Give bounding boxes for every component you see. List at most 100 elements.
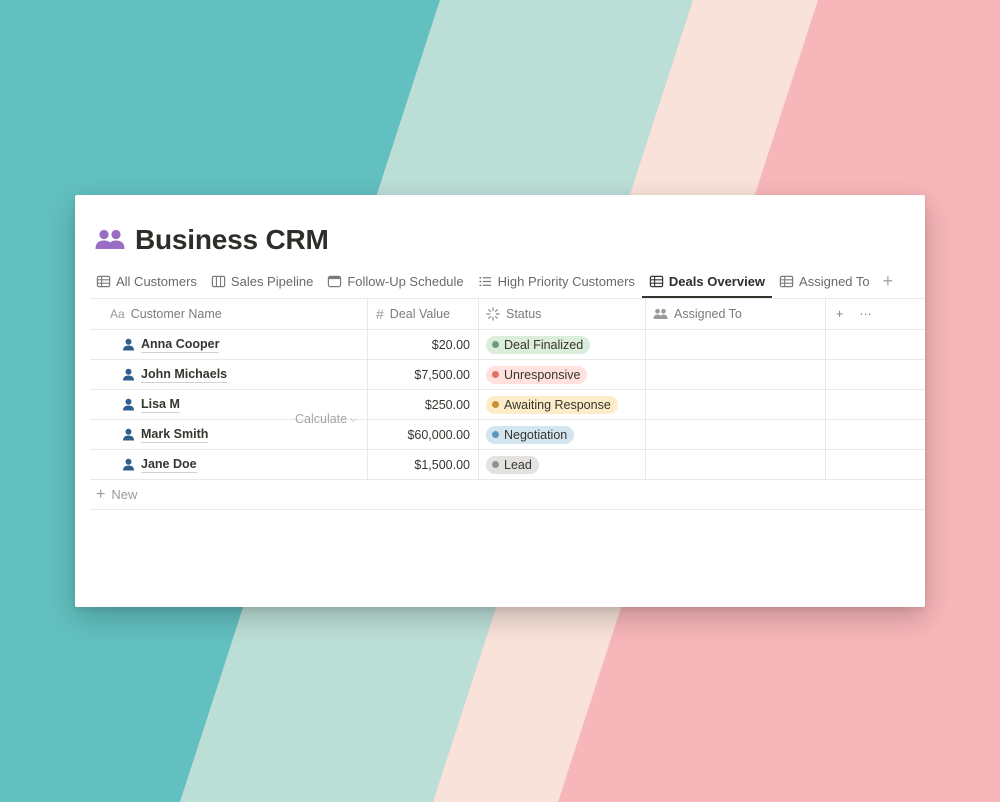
- status-dot: [492, 371, 499, 378]
- status-label: Negotiation: [504, 427, 568, 442]
- customer-name[interactable]: Mark Smith: [141, 426, 209, 443]
- list-icon: [479, 276, 491, 286]
- page-title: Business CRM: [135, 224, 329, 255]
- tab-label: Deals Overview: [668, 273, 766, 289]
- table-header-row: Aa Customer Name # Deal Value Status Ass…: [90, 298, 925, 330]
- column-label: Status: [506, 307, 542, 321]
- tab-label: All Customers: [116, 273, 197, 289]
- deal-value: $20.00: [431, 337, 470, 352]
- tab-label: Sales Pipeline: [230, 273, 314, 289]
- board-icon: [211, 275, 226, 287]
- assigned-to-cell[interactable]: [645, 360, 825, 389]
- calendar-icon: [328, 275, 342, 287]
- view-tabs: All Customers Sales Pipeline Follow-Up S…: [89, 265, 899, 298]
- column-header-customer-name[interactable]: Aa Customer Name: [90, 299, 367, 329]
- header-actions: + ···: [825, 299, 925, 329]
- column-label: Assigned To: [674, 307, 742, 321]
- add-view-button[interactable]: +: [882, 270, 894, 291]
- column-header-status[interactable]: Status: [478, 299, 645, 329]
- new-row-button[interactable]: + New: [90, 480, 925, 510]
- assigned-to-cell[interactable]: [645, 330, 825, 359]
- status-badge: Awaiting Response: [486, 395, 618, 414]
- tab-label: High Priority Customers: [497, 273, 635, 289]
- deals-table: Aa Customer Name # Deal Value Status Ass…: [90, 298, 925, 510]
- tab-label: Follow-Up Schedule: [347, 273, 464, 289]
- person-icon: [123, 368, 134, 381]
- status-label: Deal Finalized: [504, 337, 584, 352]
- tab-all-customers[interactable]: All Customers: [89, 265, 204, 297]
- calculate-label: Calculate: [295, 412, 348, 426]
- customer-name-cell[interactable]: Jane Doe: [90, 450, 367, 479]
- tab-sales-pipeline[interactable]: Sales Pipeline: [204, 265, 320, 297]
- crm-window: Business CRM All Customers Sales Pipelin…: [75, 195, 925, 607]
- add-property-button[interactable]: +: [836, 307, 844, 321]
- calculate-button[interactable]: Calculate ⌵: [295, 412, 357, 426]
- chevron-down-icon: ⌵: [350, 413, 357, 424]
- table-row[interactable]: Anna Cooper $20.00 Deal Finalized: [90, 330, 925, 360]
- status-badge: Unresponsive: [486, 365, 588, 384]
- person-icon: [123, 398, 134, 411]
- people-icon: [653, 308, 668, 320]
- status-label: Lead: [504, 457, 532, 472]
- table-row[interactable]: Lisa M $250.00 Awaiting Response: [90, 390, 925, 420]
- customer-name-cell[interactable]: John Michaels: [90, 360, 367, 389]
- text-property-icon: Aa: [110, 307, 125, 321]
- deal-value: $250.00: [424, 397, 470, 412]
- deal-value-cell[interactable]: $1,500.00: [367, 450, 478, 479]
- customer-name[interactable]: Anna Cooper: [141, 336, 220, 353]
- tab-assigned-to[interactable]: Assigned To: [772, 265, 877, 297]
- page-header: Business CRM: [95, 223, 329, 257]
- new-label: New: [111, 487, 138, 502]
- deal-value-cell[interactable]: $7,500.00: [367, 360, 478, 389]
- table-row[interactable]: Mark Smith $60,000.00 Negotiation: [90, 420, 925, 450]
- person-icon: [123, 338, 134, 351]
- deal-value-cell[interactable]: $60,000.00: [367, 420, 478, 449]
- status-badge: Deal Finalized: [486, 335, 591, 354]
- status-dot: [492, 401, 499, 408]
- status-badge: Negotiation: [486, 425, 575, 444]
- more-options-icon[interactable]: ···: [859, 307, 872, 321]
- table-row[interactable]: John Michaels $7,500.00 Unresponsive: [90, 360, 925, 390]
- tab-follow-up-schedule[interactable]: Follow-Up Schedule: [320, 265, 470, 297]
- status-dot: [492, 341, 499, 348]
- assigned-to-cell[interactable]: [645, 420, 825, 449]
- status-cell[interactable]: Deal Finalized: [478, 330, 645, 359]
- empty-cell: [825, 330, 925, 359]
- column-header-deal-value[interactable]: # Deal Value: [367, 299, 478, 329]
- customer-name[interactable]: Jane Doe: [141, 456, 197, 473]
- deal-value-cell[interactable]: $250.00: [367, 390, 478, 419]
- table-icon: [649, 275, 664, 287]
- status-dot: [492, 431, 499, 438]
- person-icon: [123, 428, 134, 441]
- plus-icon: +: [96, 485, 106, 503]
- assigned-to-cell[interactable]: [645, 450, 825, 479]
- customer-name-cell[interactable]: Lisa M: [90, 390, 367, 419]
- assigned-to-cell[interactable]: [645, 390, 825, 419]
- person-icon: [123, 458, 134, 471]
- status-cell[interactable]: Lead: [478, 450, 645, 479]
- customer-name-cell[interactable]: Anna Cooper: [90, 330, 367, 359]
- people-icon: [95, 229, 125, 249]
- customer-name[interactable]: John Michaels: [141, 366, 228, 383]
- customer-name-cell[interactable]: Mark Smith: [90, 420, 367, 449]
- empty-cell: [825, 420, 925, 449]
- deal-value: $60,000.00: [407, 427, 470, 442]
- customer-name[interactable]: Lisa M: [141, 396, 180, 413]
- tab-label: Assigned To: [799, 273, 870, 289]
- status-dot: [492, 461, 499, 468]
- status-cell[interactable]: Awaiting Response: [478, 390, 645, 419]
- tab-high-priority-customers[interactable]: High Priority Customers: [471, 265, 642, 297]
- table-row[interactable]: Jane Doe $1,500.00 Lead: [90, 450, 925, 480]
- deal-value-cell[interactable]: $20.00: [367, 330, 478, 359]
- status-cell[interactable]: Unresponsive: [478, 360, 645, 389]
- status-cell[interactable]: Negotiation: [478, 420, 645, 449]
- table-icon: [96, 275, 111, 287]
- deal-value: $7,500.00: [414, 367, 470, 382]
- empty-cell: [825, 450, 925, 479]
- tab-deals-overview[interactable]: Deals Overview: [641, 265, 773, 298]
- status-label: Unresponsive: [504, 367, 581, 382]
- status-badge: Lead: [486, 455, 539, 474]
- status-icon: [486, 307, 500, 321]
- column-header-assigned-to[interactable]: Assigned To: [645, 299, 825, 329]
- column-label: Deal Value: [389, 307, 451, 321]
